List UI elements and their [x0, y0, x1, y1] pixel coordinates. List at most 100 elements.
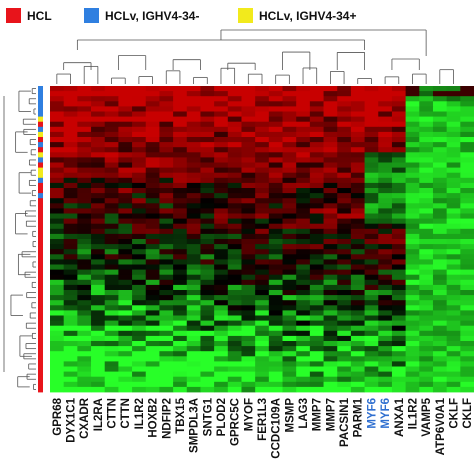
heatmap-cell [296, 239, 311, 245]
heatmap-cell [104, 341, 119, 347]
heatmap-cell [446, 259, 461, 265]
heatmap-cell [309, 91, 324, 97]
heatmap-cell [159, 228, 174, 235]
heatmap-cell [118, 198, 133, 204]
heatmap-cell [159, 106, 174, 112]
heatmap-cell [159, 86, 174, 92]
heatmap-cell [255, 279, 270, 286]
heatmap-cell [132, 172, 147, 179]
heatmap-cell [378, 310, 393, 316]
heatmap-cell [145, 300, 160, 306]
heatmap-cell [159, 320, 174, 327]
heatmap-cell [227, 116, 242, 123]
heatmap-cell [173, 106, 188, 112]
heatmap-cell [145, 335, 160, 342]
heatmap-cell [200, 341, 215, 347]
heatmap-cell [186, 213, 201, 219]
heatmap-cell [186, 182, 201, 189]
heatmap-cell [145, 341, 160, 347]
heatmap-cell [186, 290, 201, 296]
heatmap-cell [186, 203, 201, 209]
heatmap-cell [268, 142, 283, 148]
heatmap-cell [145, 310, 160, 316]
heatmap-cell [132, 305, 147, 311]
heatmap-cell [419, 305, 434, 311]
heatmap-cell [186, 233, 201, 240]
heatmap-cell [405, 356, 420, 362]
heatmap-cell [296, 91, 311, 97]
heatmap-cell [255, 233, 270, 240]
heatmap-cell [50, 96, 65, 102]
heatmap-cell [460, 137, 474, 143]
heatmap-cell [268, 172, 283, 179]
heatmap-cell [63, 177, 78, 184]
heatmap-cell [337, 172, 352, 179]
heatmap-cell [159, 218, 174, 225]
gene-label: LAG3 [298, 398, 310, 429]
heatmap-cell [446, 361, 461, 367]
heatmap-cell [309, 239, 324, 245]
heatmap-cell [337, 228, 352, 235]
heatmap-cell [391, 142, 407, 148]
heatmap-cell [378, 91, 393, 97]
heatmap-cell [145, 203, 160, 209]
heatmap-cell [255, 106, 270, 112]
heatmap-cell [159, 346, 174, 352]
heatmap-cell [173, 86, 188, 92]
heatmap-cell [104, 295, 119, 301]
heatmap-cell [309, 157, 324, 163]
heatmap-cell [350, 86, 365, 92]
heatmap-cell [419, 356, 434, 362]
heatmap-cell [460, 341, 474, 347]
heatmap-cell [104, 96, 119, 102]
heatmap-cell [364, 142, 379, 148]
heatmap-cell [63, 376, 78, 383]
heatmap-cell [337, 376, 352, 383]
heatmap-cell [50, 274, 65, 281]
heatmap-cell [446, 269, 461, 276]
heatmap-cell [460, 106, 474, 112]
heatmap-cell [77, 290, 92, 296]
heatmap-cell [446, 188, 461, 194]
heatmap-cell [214, 300, 229, 306]
heatmap-cell [378, 142, 393, 148]
heatmap-cell [405, 203, 420, 209]
heatmap-cell [446, 152, 461, 158]
heatmap-cell [132, 101, 147, 107]
heatmap-cell [350, 366, 365, 372]
heatmap-cell [227, 147, 242, 153]
heatmap-cell [63, 91, 78, 97]
heatmap-cell [77, 249, 92, 255]
heatmap-cell [200, 295, 215, 301]
heatmap-cell [91, 320, 106, 327]
heatmap-cell [405, 91, 420, 97]
heatmap-cell [200, 325, 215, 332]
heatmap-cell [145, 198, 160, 204]
heatmap-cell [186, 223, 201, 230]
heatmap-cell [200, 371, 215, 378]
heatmap-cell [419, 137, 434, 143]
heatmap-cell [241, 279, 256, 286]
heatmap-cell [446, 249, 461, 255]
heatmap-cell [200, 172, 215, 179]
heatmap-cell [241, 91, 256, 97]
heatmap-cell [186, 356, 201, 362]
heatmap-cell [104, 239, 119, 245]
heatmap-cell [460, 361, 474, 367]
sample-group-cell [38, 259, 43, 265]
heatmap-cell [419, 86, 434, 92]
heatmap-cell [419, 142, 434, 148]
heatmap-cell [118, 193, 133, 199]
heatmap-cell [91, 269, 106, 276]
heatmap-cell [50, 290, 65, 296]
heatmap-cell [50, 346, 65, 352]
heatmap-cell [186, 249, 201, 255]
heatmap-cell [337, 177, 352, 184]
heatmap-cell [186, 284, 201, 291]
heatmap-cell [63, 96, 78, 102]
heatmap-cell [77, 213, 92, 219]
heatmap-cell [173, 239, 188, 245]
heatmap-cell [350, 356, 365, 362]
heatmap-cell [186, 131, 201, 138]
heatmap-cell [323, 218, 338, 225]
